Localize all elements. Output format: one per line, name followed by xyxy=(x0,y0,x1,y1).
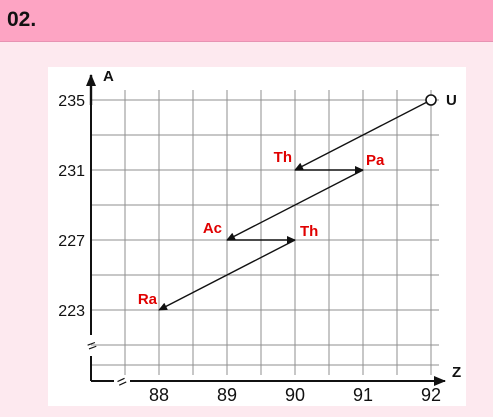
nuclide-label-u: U xyxy=(446,92,457,109)
y-axis-break-mark: = xyxy=(85,337,100,356)
nuclide-label-ac: Ac xyxy=(203,220,222,237)
decay-chain-svg: = = A Z 235 231 227 223 88 89 90 91 92 U Th Pa Ac T… xyxy=(58,68,461,405)
x-tick-label: 88 xyxy=(149,385,169,405)
x-axis-label: Z xyxy=(452,364,461,381)
decay-arrows xyxy=(158,99,432,311)
decay-arrow xyxy=(158,239,296,311)
decay-arrow xyxy=(294,99,432,171)
grid xyxy=(91,90,439,375)
nuclide-label-th: Th xyxy=(274,149,292,166)
x-tick-labels: 88 89 90 91 92 xyxy=(149,385,441,405)
y-tick-label: 223 xyxy=(58,303,85,320)
y-axis-label: A xyxy=(103,68,114,85)
decay-chain-diagram: = = A Z 235 231 227 223 88 89 90 91 92 U Th Pa Ac T… xyxy=(48,67,466,406)
start-nucleus-marker xyxy=(425,94,437,106)
nuclide-label-th: Th xyxy=(300,223,318,240)
nuclide-labels: U Th Pa Ac Th Ra xyxy=(138,92,457,308)
x-axis-break-mark: = xyxy=(114,373,130,392)
y-tick-label: 231 xyxy=(58,163,85,180)
y-tick-label: 235 xyxy=(58,93,85,110)
axes: = = A Z xyxy=(85,68,461,392)
y-tick-labels: 235 231 227 223 xyxy=(58,93,85,320)
x-tick-label: 91 xyxy=(353,385,373,405)
y-tick-label: 227 xyxy=(58,233,85,250)
x-tick-label: 89 xyxy=(217,385,237,405)
nuclide-label-pa: Pa xyxy=(366,152,385,169)
x-tick-label: 90 xyxy=(285,385,305,405)
x-tick-label: 92 xyxy=(421,385,441,405)
section-number: 02. xyxy=(7,8,37,31)
header-bar: 02. xyxy=(0,0,493,42)
decay-arrow xyxy=(226,169,364,241)
nuclide-label-ra: Ra xyxy=(138,291,158,308)
